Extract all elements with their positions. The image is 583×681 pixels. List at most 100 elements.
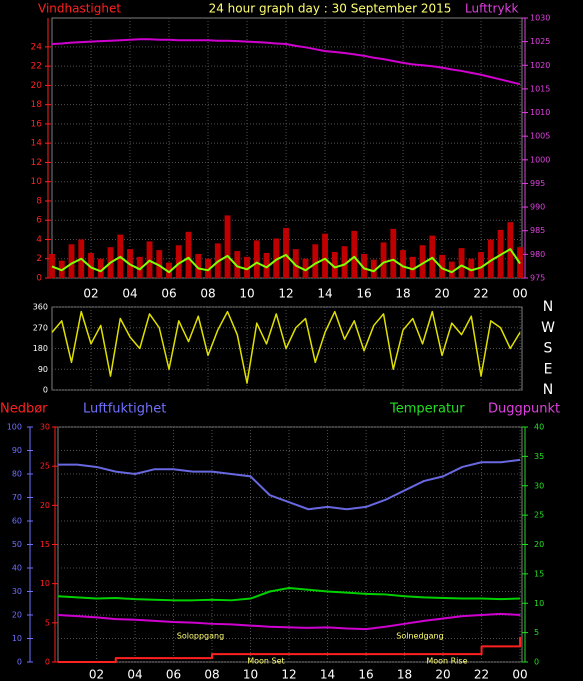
y-tick-label: 30: [534, 481, 544, 490]
y-tick-label: 975: [530, 274, 545, 283]
x-tick-label: 10: [243, 668, 258, 681]
x-tick-label: 20: [434, 287, 449, 301]
data-line: [51, 248, 521, 274]
y-tick-label: 0: [17, 658, 22, 667]
y-tick-label: 1020: [530, 61, 550, 70]
y-tick-label: 12: [31, 158, 42, 168]
x-tick-label: 00: [512, 668, 527, 681]
data-line: [57, 612, 521, 631]
y-tick-label: 70: [12, 493, 22, 502]
y-tick-label: 1010: [530, 108, 550, 117]
y-tick-label: 1025: [530, 37, 550, 46]
y-tick-label: 5: [45, 618, 50, 627]
y-tick-label: 22: [31, 62, 42, 72]
x-tick-label: 18: [397, 668, 412, 681]
gust-bar: [312, 244, 319, 278]
y-tick-label: E: [544, 361, 553, 377]
gust-bar: [322, 233, 328, 278]
gust-bar: [244, 256, 250, 278]
gust-bar: [224, 215, 231, 278]
annotation: Soloppgang: [177, 632, 224, 641]
y-tick-label: 90: [38, 365, 48, 374]
x-tick-label: 12: [278, 287, 293, 301]
gust-bar: [390, 228, 397, 278]
gust-bar: [292, 249, 299, 278]
gust-bar: [234, 251, 241, 278]
gust-bar: [419, 245, 426, 278]
x-tick-label: 06: [166, 668, 181, 681]
gust-bar: [468, 258, 475, 278]
x-tick-label: 16: [356, 287, 371, 301]
gust-bar: [88, 252, 94, 278]
gust-bar: [370, 259, 377, 278]
annotation: Solnedgang: [396, 632, 443, 641]
gust-bar: [205, 258, 211, 278]
step-line: [58, 636, 522, 663]
x-tick-label: 12: [281, 668, 296, 681]
y-tick-label: 20: [31, 81, 43, 91]
y-tick-label: 60: [12, 517, 22, 526]
chart-title: 24 hour graph day : 30 September 2015: [209, 2, 452, 16]
x-tick-label: 22: [473, 287, 488, 301]
gust-bar: [253, 240, 260, 278]
y-tick-label: 1005: [530, 132, 550, 141]
gust-bar: [351, 230, 358, 278]
x-tick-label: 10: [239, 287, 254, 301]
y-tick-label: 0: [45, 658, 50, 667]
gust-bar: [380, 242, 387, 278]
y-tick-label: S: [544, 341, 553, 357]
y-tick-label: 1030: [530, 14, 550, 23]
y-tick-label: 1000: [530, 155, 550, 164]
gust-bar: [97, 258, 104, 278]
y-tick-label: 80: [12, 470, 22, 479]
y-tick-label: 985: [530, 226, 545, 235]
y-tick-label: 0: [534, 658, 539, 667]
gust-bar: [341, 246, 348, 278]
y-tick-label: 20: [40, 501, 50, 510]
y-tick-label: 0: [43, 386, 48, 395]
gust-bar: [166, 262, 172, 278]
gust-bar: [49, 253, 55, 278]
gust-bar: [439, 254, 445, 278]
gust-bar: [68, 244, 75, 278]
gust-bar: [175, 245, 182, 278]
y-tick-label: 0: [36, 274, 42, 284]
x-tick-label: 08: [200, 287, 215, 301]
data-line: [51, 310, 521, 384]
gust-bar: [283, 227, 289, 278]
x-tick-label: 00: [512, 287, 527, 301]
x-tick-label: 02: [89, 668, 104, 681]
x-tick-label: 06: [161, 287, 176, 301]
y-tick-label: 980: [530, 250, 545, 259]
y-tick-label: 270: [33, 323, 48, 332]
y-tick-label: 15: [534, 569, 544, 578]
y-tick-label: 5: [534, 628, 539, 637]
y-tick-label: 180: [33, 344, 48, 353]
y-tick-label: 35: [534, 452, 544, 461]
x-tick-label: 08: [204, 668, 219, 681]
x-tick-label: 04: [127, 668, 142, 681]
rain-label: Nedbør: [0, 402, 48, 417]
x-tick-label: 04: [122, 287, 137, 301]
gust-bar: [185, 231, 192, 278]
y-tick-label: 995: [530, 179, 545, 188]
x-tick-label: 14: [320, 668, 335, 681]
x-tick-label: 02: [83, 287, 98, 301]
gust-bar: [478, 252, 484, 278]
y-tick-label: 16: [31, 119, 43, 129]
x-tick-label: 22: [474, 668, 489, 681]
gust-bar: [361, 253, 367, 278]
pressure-label: Lufttrykk: [465, 2, 518, 16]
humidity-label: Luftfuktighet: [83, 402, 166, 417]
y-tick-label: 90: [12, 446, 22, 455]
gust-bar: [458, 248, 465, 278]
gust-bar: [195, 253, 202, 278]
y-tick-label: 30: [40, 423, 50, 432]
y-tick-label: 40: [12, 564, 22, 573]
y-tick-label: 1015: [530, 84, 550, 93]
y-tick-label: 15: [40, 540, 50, 549]
x-tick-label: 20: [435, 668, 450, 681]
gust-bar: [400, 250, 406, 278]
y-tick-label: 20: [534, 540, 544, 549]
